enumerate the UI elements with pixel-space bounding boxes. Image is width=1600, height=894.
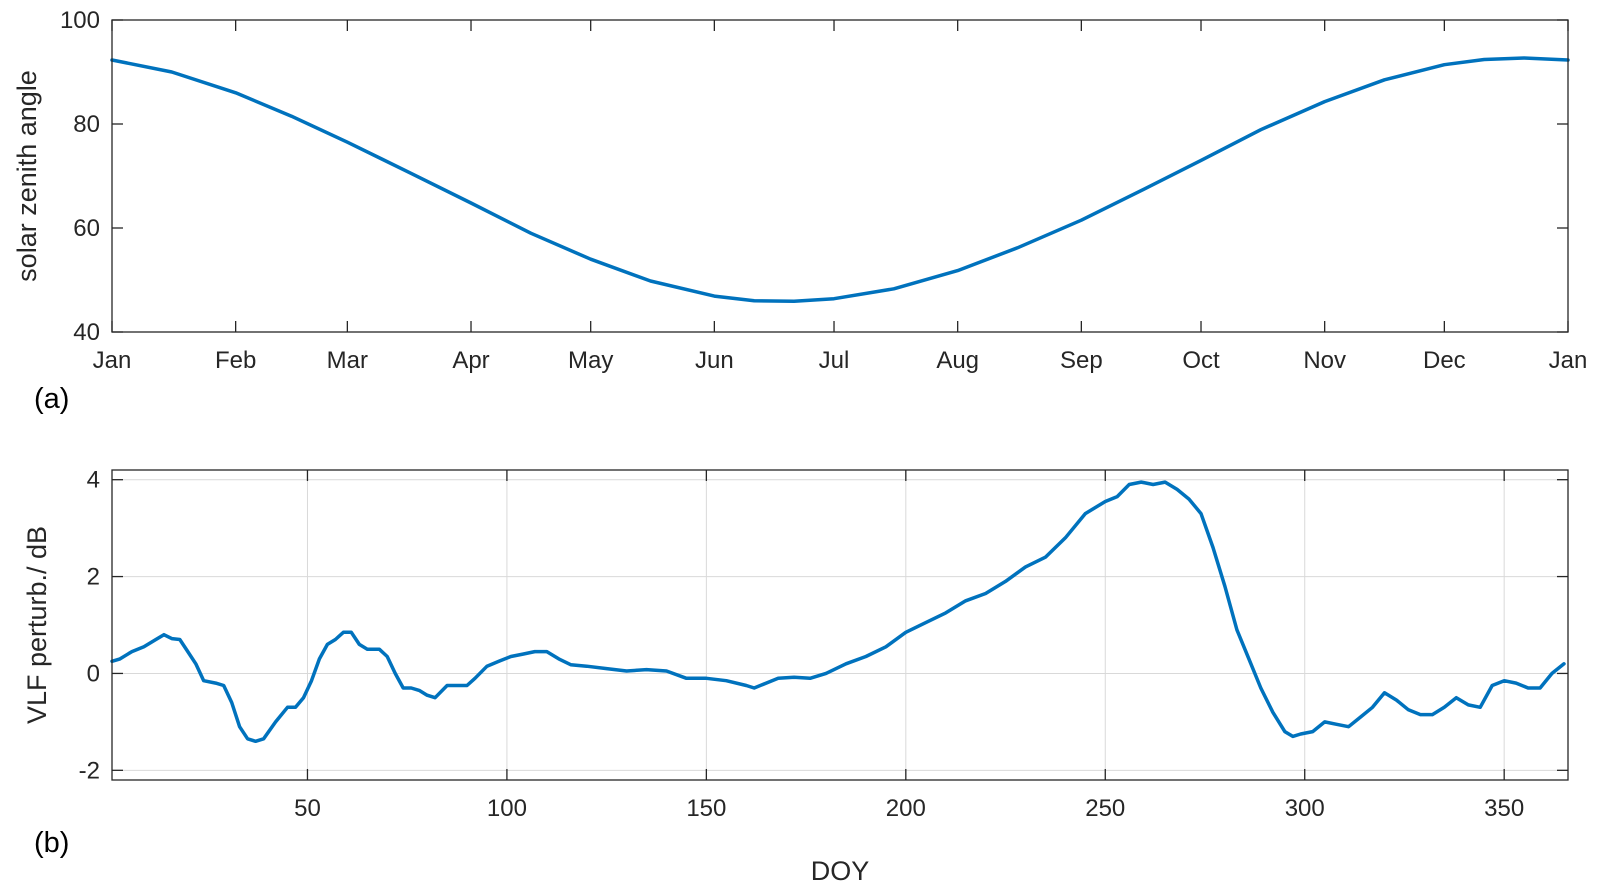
panel-a-xtick-label: Nov xyxy=(1303,347,1346,374)
panel-b-label: (b) xyxy=(34,827,69,859)
panel-b-xlabel: DOY xyxy=(811,856,870,886)
panel-a-ytick-label: 80 xyxy=(73,111,100,138)
panel-a-xtick-label: Jun xyxy=(695,347,734,374)
panel-b-xtick-label: 150 xyxy=(686,795,726,822)
panel-a-xtick-label: Aug xyxy=(936,347,979,374)
panel-a-ytick-label: 100 xyxy=(60,7,100,34)
panel-a-xtick-label: Apr xyxy=(452,347,489,374)
panel-a-xtick-label: May xyxy=(568,347,613,374)
panel-a-xtick-label: Feb xyxy=(215,347,256,374)
panel-b-ytick-label: -2 xyxy=(79,757,100,784)
panel-b-xtick-label: 350 xyxy=(1484,795,1524,822)
panel-a-ytick-label: 60 xyxy=(73,215,100,242)
panel-a: 40 60 80 100 Jan Feb Mar Apr May Jun Jul Aug Sep Oct N… xyxy=(12,7,1587,415)
panel-b-ytick-label: 0 xyxy=(87,660,100,687)
panel-a-xtick-label: Sep xyxy=(1060,347,1103,374)
panel-a-xtick-label: Mar xyxy=(327,347,368,374)
panel-b-xtick-label: 50 xyxy=(294,795,321,822)
panel-a-xtick-label: Oct xyxy=(1182,347,1220,374)
panel-a-xtick-label: Jan xyxy=(1549,347,1588,374)
panel-b-xtick-label: 300 xyxy=(1285,795,1325,822)
panel-b-ytick-label: 2 xyxy=(87,564,100,591)
panel-a-series-line xyxy=(110,56,1570,304)
panel-b-xtick-label: 250 xyxy=(1085,795,1125,822)
panel-a-marks: 40 60 80 100 Jan Feb Mar Apr May Jun Jul Aug Sep Oct N… xyxy=(60,7,1587,374)
panel-a-ylabel: solar zenith angle xyxy=(12,70,42,282)
panel-b: -2 0 2 4 50 100 150 200 250 300 350 VLF perturb./ … xyxy=(22,467,1569,886)
panel-b-ylabel: VLF perturb./ dB xyxy=(22,526,52,724)
panel-b-marks: -2 0 2 4 50 100 150 200 250 300 350 xyxy=(79,467,1568,822)
panel-a-axes-box xyxy=(111,19,1569,333)
panel-a-ytick-label: 40 xyxy=(73,319,100,346)
panel-a-xtick-label: Dec xyxy=(1423,347,1466,374)
panel-b-ytick-label: 4 xyxy=(87,467,100,494)
panel-b-series-line xyxy=(110,480,1566,744)
panel-a-xtick-label: Jul xyxy=(819,347,850,374)
panel-a-xtick-label: Jan xyxy=(93,347,132,374)
panel-b-xtick-label: 200 xyxy=(886,795,926,822)
panel-a-label: (a) xyxy=(34,383,69,415)
panel-b-axes-box xyxy=(111,469,1569,781)
panel-b-xtick-label: 100 xyxy=(487,795,527,822)
